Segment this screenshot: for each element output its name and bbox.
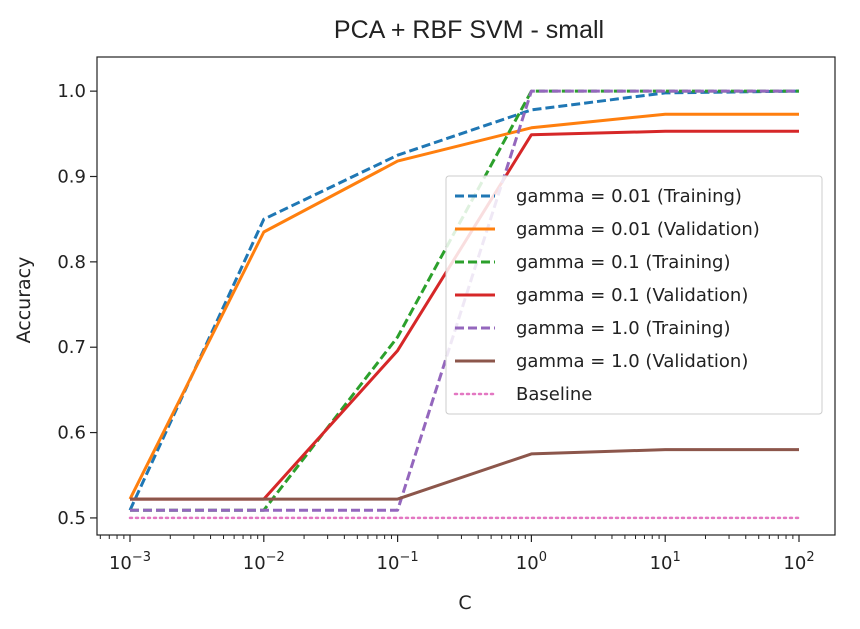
legend-box bbox=[445, 175, 823, 415]
y-tick-label: 0.9 bbox=[57, 167, 86, 188]
x-tick-label: 102 bbox=[783, 550, 814, 574]
y-axis-label: Accuracy bbox=[13, 257, 35, 344]
y-tick-label: 0.7 bbox=[57, 337, 86, 358]
x-tick-label: 101 bbox=[650, 550, 681, 574]
series-line-6 bbox=[130, 448, 799, 501]
x-tick-label: 10−1 bbox=[377, 550, 419, 574]
plot-frame bbox=[96, 56, 836, 536]
y-tick-label: 1.0 bbox=[57, 81, 86, 102]
plot-area: 0.5 0.6 0.7 0.8 0.9 1.0 10−3 10−2 10−1 100 101 102 bbox=[57, 56, 836, 574]
x-axis-label: C bbox=[458, 592, 471, 614]
legend-label-3: gamma = 0.1 (Training) bbox=[516, 252, 731, 273]
y-tick-label: 0.5 bbox=[57, 508, 86, 529]
legend-label-6: gamma = 1.0 (Validation) bbox=[516, 351, 748, 372]
legend-label-1: gamma = 0.01 (Training) bbox=[516, 186, 742, 207]
y-tick-label: 0.6 bbox=[57, 423, 86, 444]
legend-label-4: gamma = 0.1 (Validation) bbox=[516, 285, 748, 306]
legend-label-7: Baseline bbox=[516, 384, 592, 405]
x-tick-label: 10−2 bbox=[243, 550, 285, 574]
series-line-2 bbox=[128, 112, 799, 500]
chart-title: PCA + RBF SVM - small bbox=[334, 16, 604, 44]
chart-legend: gamma = 0.01 (Training) gamma = 0.01 (Val… bbox=[445, 175, 823, 415]
legend-label-2: gamma = 0.01 (Validation) bbox=[516, 219, 760, 240]
x-tick-label: 10−3 bbox=[109, 550, 151, 574]
y-tick-label: 0.8 bbox=[57, 252, 86, 273]
legend-label-5: gamma = 1.0 (Training) bbox=[516, 318, 731, 339]
x-tick-label: 100 bbox=[516, 550, 547, 574]
